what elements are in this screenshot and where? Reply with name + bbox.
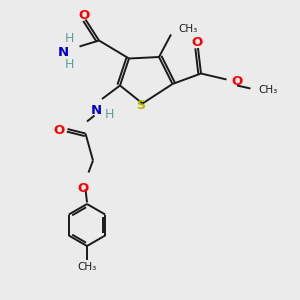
Text: O: O [191, 36, 202, 49]
Text: N: N [90, 104, 102, 118]
Text: O: O [78, 9, 90, 22]
Text: O: O [231, 75, 242, 88]
Text: H: H [64, 32, 74, 46]
Text: S: S [136, 99, 146, 112]
Text: H: H [105, 107, 114, 121]
Text: O: O [53, 124, 64, 137]
Text: H: H [64, 58, 74, 71]
Text: N: N [57, 46, 69, 59]
Text: CH₃: CH₃ [178, 23, 198, 34]
Text: O: O [77, 182, 88, 195]
Text: CH₃: CH₃ [77, 262, 97, 272]
Text: CH₃: CH₃ [258, 85, 277, 95]
